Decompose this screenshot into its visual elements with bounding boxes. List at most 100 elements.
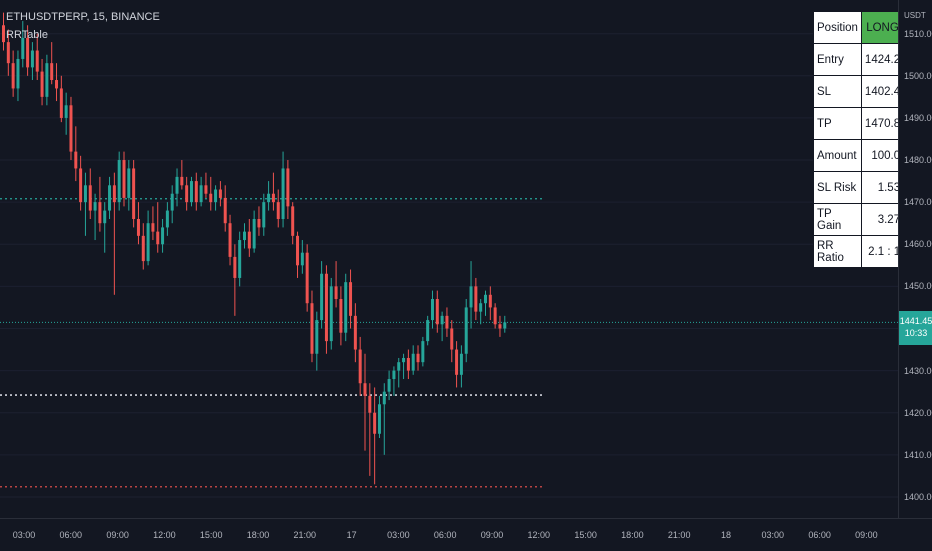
rr-row-sl: SL 1402.4 <box>813 75 898 108</box>
price-tick-label: 1430.00 <box>904 365 932 376</box>
rr-row-amount: Amount 100.0 <box>813 139 898 172</box>
candle-body <box>435 299 439 325</box>
price-chart[interactable]: ETHUSDTPERP, 15, BINANCE RRTable Positio… <box>0 0 898 518</box>
rr-value-position: LONG <box>860 11 898 44</box>
candle-body <box>402 357 406 363</box>
candle-body <box>493 307 497 325</box>
candle-body <box>252 218 256 249</box>
candle-body <box>411 353 415 371</box>
rr-label: Entry <box>813 43 862 76</box>
candle-body <box>112 185 116 203</box>
time-tick-label: 09:00 <box>855 530 878 540</box>
candle-body <box>276 202 280 219</box>
price-tick-label: 1410.00 <box>904 449 932 460</box>
candle-body <box>426 320 430 342</box>
candle-body <box>127 168 131 198</box>
candle-body <box>83 185 87 203</box>
candle-body <box>324 273 328 342</box>
candle-body <box>180 176 184 186</box>
price-tick-label: 1420.00 <box>904 407 932 418</box>
candle-body <box>103 210 107 224</box>
time-tick-label: 12:00 <box>527 530 551 540</box>
candle-body <box>257 218 261 228</box>
candle-body <box>74 151 78 169</box>
last-price-value: 1441.45 <box>899 316 932 327</box>
price-axis-unit: USDT <box>904 11 926 20</box>
candle-body <box>79 168 83 203</box>
candle-body <box>132 168 136 219</box>
candle-body <box>406 357 410 371</box>
candle-body <box>40 71 44 97</box>
price-axis[interactable]: USDT 1510.00 1500.00 1490.00 1480.00 1470.00… <box>898 0 932 518</box>
rr-label: SL <box>813 75 862 108</box>
time-tick-label: 03:00 <box>12 530 36 540</box>
time-tick-label: 06:00 <box>808 530 831 540</box>
candle-body <box>228 223 232 257</box>
candle-body <box>35 50 39 72</box>
candle-body <box>165 210 169 228</box>
candle-body <box>199 185 203 203</box>
candle-body <box>397 362 401 371</box>
candle-body <box>11 63 15 89</box>
candle-body <box>392 370 396 380</box>
candle-body <box>88 185 92 211</box>
candle-body <box>55 80 59 89</box>
price-tick-label: 1470.00 <box>904 197 932 208</box>
rr-row-position: Position LONG <box>813 11 898 44</box>
rr-value-sl: 1402.4 <box>860 75 898 108</box>
candle-body <box>363 383 367 396</box>
indicator-legend[interactable]: RRTable <box>6 29 48 41</box>
candle-body <box>59 88 63 118</box>
candle-body <box>320 273 324 321</box>
candle-body <box>310 303 314 354</box>
candle-body <box>194 181 198 203</box>
candle-body <box>382 391 386 405</box>
candle-body <box>204 185 208 194</box>
time-tick-label: 21:00 <box>667 530 691 540</box>
candle-body <box>93 202 97 211</box>
candle-body <box>373 412 377 434</box>
candle-body <box>2 25 5 43</box>
candle-body <box>50 63 54 81</box>
time-tick-label: 18:00 <box>621 530 644 540</box>
candle-body <box>21 37 25 59</box>
candle-body <box>358 349 362 384</box>
time-tick-label: 03:00 <box>387 530 410 540</box>
rr-value-sl-risk: 1.53 <box>860 171 898 204</box>
candle-body <box>262 202 266 228</box>
rr-value-rr-ratio: 2.1 : 1 <box>860 235 898 268</box>
candle-body <box>108 185 112 211</box>
candle-body <box>189 181 193 203</box>
candle-body <box>267 193 271 203</box>
rr-label: SL Risk <box>813 171 862 204</box>
candle-body <box>479 303 483 312</box>
time-tick-label: 18 <box>720 530 732 540</box>
candle-body <box>146 223 150 262</box>
price-tick-label: 1500.00 <box>904 70 932 81</box>
candle-body <box>69 105 73 152</box>
candle-body <box>122 160 126 198</box>
candle-body <box>339 299 343 333</box>
candle-body <box>469 286 473 308</box>
candle-body <box>243 231 246 241</box>
candle-body <box>498 324 502 329</box>
price-tick-label: 1490.00 <box>904 112 932 123</box>
candle-body <box>344 282 348 333</box>
time-axis[interactable]: 03:00 06:00 09:00 12:00 15:00 18:00 21:00 17 03:… <box>0 518 932 551</box>
candle-body <box>6 42 10 64</box>
candle-body <box>430 299 434 321</box>
candle-body <box>450 328 454 350</box>
rr-label: TP <box>813 107 862 140</box>
candle-body <box>218 189 222 198</box>
rr-value-tp-gain: 3.27 <box>860 203 898 236</box>
last-price-label: 1441.45 10:33 <box>899 311 932 346</box>
candle-body <box>377 404 381 434</box>
time-tick-label: 21:00 <box>293 530 317 540</box>
candlestick-chart[interactable] <box>0 0 898 518</box>
time-tick-label: 09:00 <box>480 530 504 540</box>
symbol-legend[interactable]: ETHUSDTPERP, 15, BINANCE <box>6 11 160 23</box>
candle-body <box>484 294 487 304</box>
candle-body <box>64 105 68 118</box>
candle-body <box>26 37 30 68</box>
candle-body <box>175 176 179 194</box>
